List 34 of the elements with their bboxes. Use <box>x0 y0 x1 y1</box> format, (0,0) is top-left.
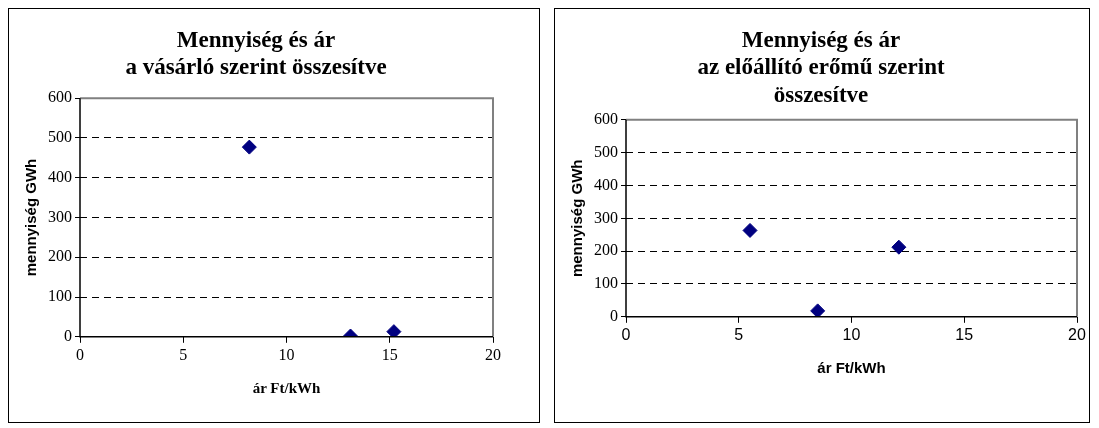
y-tick-label: 400 <box>594 175 618 193</box>
x-tick-label: 5 <box>179 345 188 363</box>
x-tick-label: 5 <box>734 325 744 343</box>
x-tick-label: 15 <box>955 325 974 343</box>
y-axis-title: mennyiség GWh <box>22 158 40 277</box>
y-tick-label: 100 <box>594 274 618 292</box>
point <box>386 324 402 337</box>
y-tick-label: 100 <box>48 287 72 305</box>
y-tick-label: 300 <box>594 208 618 226</box>
x-tick-label: 0 <box>76 345 84 363</box>
y-tick-label: 200 <box>48 247 72 265</box>
point <box>742 222 758 238</box>
y-tick-label: 400 <box>48 167 72 185</box>
x-tick-label: 10 <box>842 325 861 343</box>
x-tick-label: 20 <box>485 345 501 363</box>
x-tick-label: 0 <box>621 325 631 343</box>
point <box>241 139 257 155</box>
x-tick-label: 15 <box>381 345 398 363</box>
point <box>810 303 826 317</box>
y-axis-title: mennyiség GWh <box>568 159 586 278</box>
chart-title: Mennyiség és ár az előállító erőmű szerint összesítve <box>697 26 945 107</box>
y-tick-label: 0 <box>610 307 618 324</box>
y-tick-label: 600 <box>594 110 618 127</box>
x-axis-title: ár Ft/kWh <box>252 379 321 396</box>
y-tick-label: 600 <box>48 88 72 106</box>
x-axis-title: ár Ft/kWh <box>817 359 886 377</box>
chart-title: Mennyiség és ár a vásárló szerint összesítve <box>125 26 387 80</box>
y-tick-label: 300 <box>48 207 72 225</box>
x-tick-label: 10 <box>278 345 295 363</box>
point <box>891 239 907 255</box>
y-tick-label: 200 <box>594 241 618 259</box>
y-tick-label: 500 <box>594 142 618 160</box>
y-tick-label: 500 <box>48 128 72 146</box>
x-tick-label: 20 <box>1068 325 1086 343</box>
